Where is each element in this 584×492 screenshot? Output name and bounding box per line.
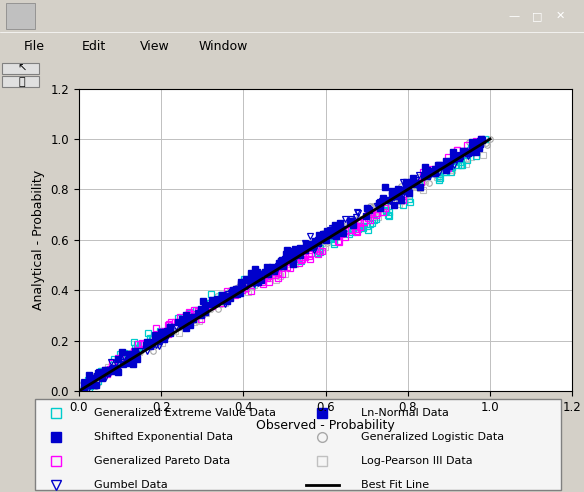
Text: □: □ bbox=[532, 11, 543, 21]
FancyBboxPatch shape bbox=[34, 399, 561, 490]
Text: Edit: Edit bbox=[82, 40, 106, 53]
Text: —: — bbox=[508, 11, 520, 21]
Text: Best Fit Line: Best Fit Line bbox=[360, 480, 429, 491]
Text: File: File bbox=[23, 40, 44, 53]
Text: 🔍: 🔍 bbox=[19, 77, 25, 87]
Text: Generalized Pareto Data: Generalized Pareto Data bbox=[95, 456, 231, 466]
Text: View: View bbox=[140, 40, 170, 53]
Text: Generalized Extreme Value Data: Generalized Extreme Value Data bbox=[95, 408, 276, 418]
Text: Log-Pearson III Data: Log-Pearson III Data bbox=[360, 456, 472, 466]
Text: ✕: ✕ bbox=[556, 11, 565, 21]
Text: Generalized Logistic Data: Generalized Logistic Data bbox=[360, 432, 503, 442]
X-axis label: Observed - Probability: Observed - Probability bbox=[256, 419, 395, 432]
Text: Gumbel Data: Gumbel Data bbox=[95, 480, 168, 491]
Y-axis label: Analytical - Probability: Analytical - Probability bbox=[32, 170, 45, 310]
FancyBboxPatch shape bbox=[6, 3, 35, 29]
Text: Window: Window bbox=[199, 40, 248, 53]
FancyBboxPatch shape bbox=[2, 63, 40, 74]
FancyBboxPatch shape bbox=[2, 76, 40, 87]
Text: Ln-Normal Data: Ln-Normal Data bbox=[360, 408, 449, 418]
Text: Shifted Exponential Data: Shifted Exponential Data bbox=[95, 432, 234, 442]
Text: ↖: ↖ bbox=[17, 63, 27, 73]
